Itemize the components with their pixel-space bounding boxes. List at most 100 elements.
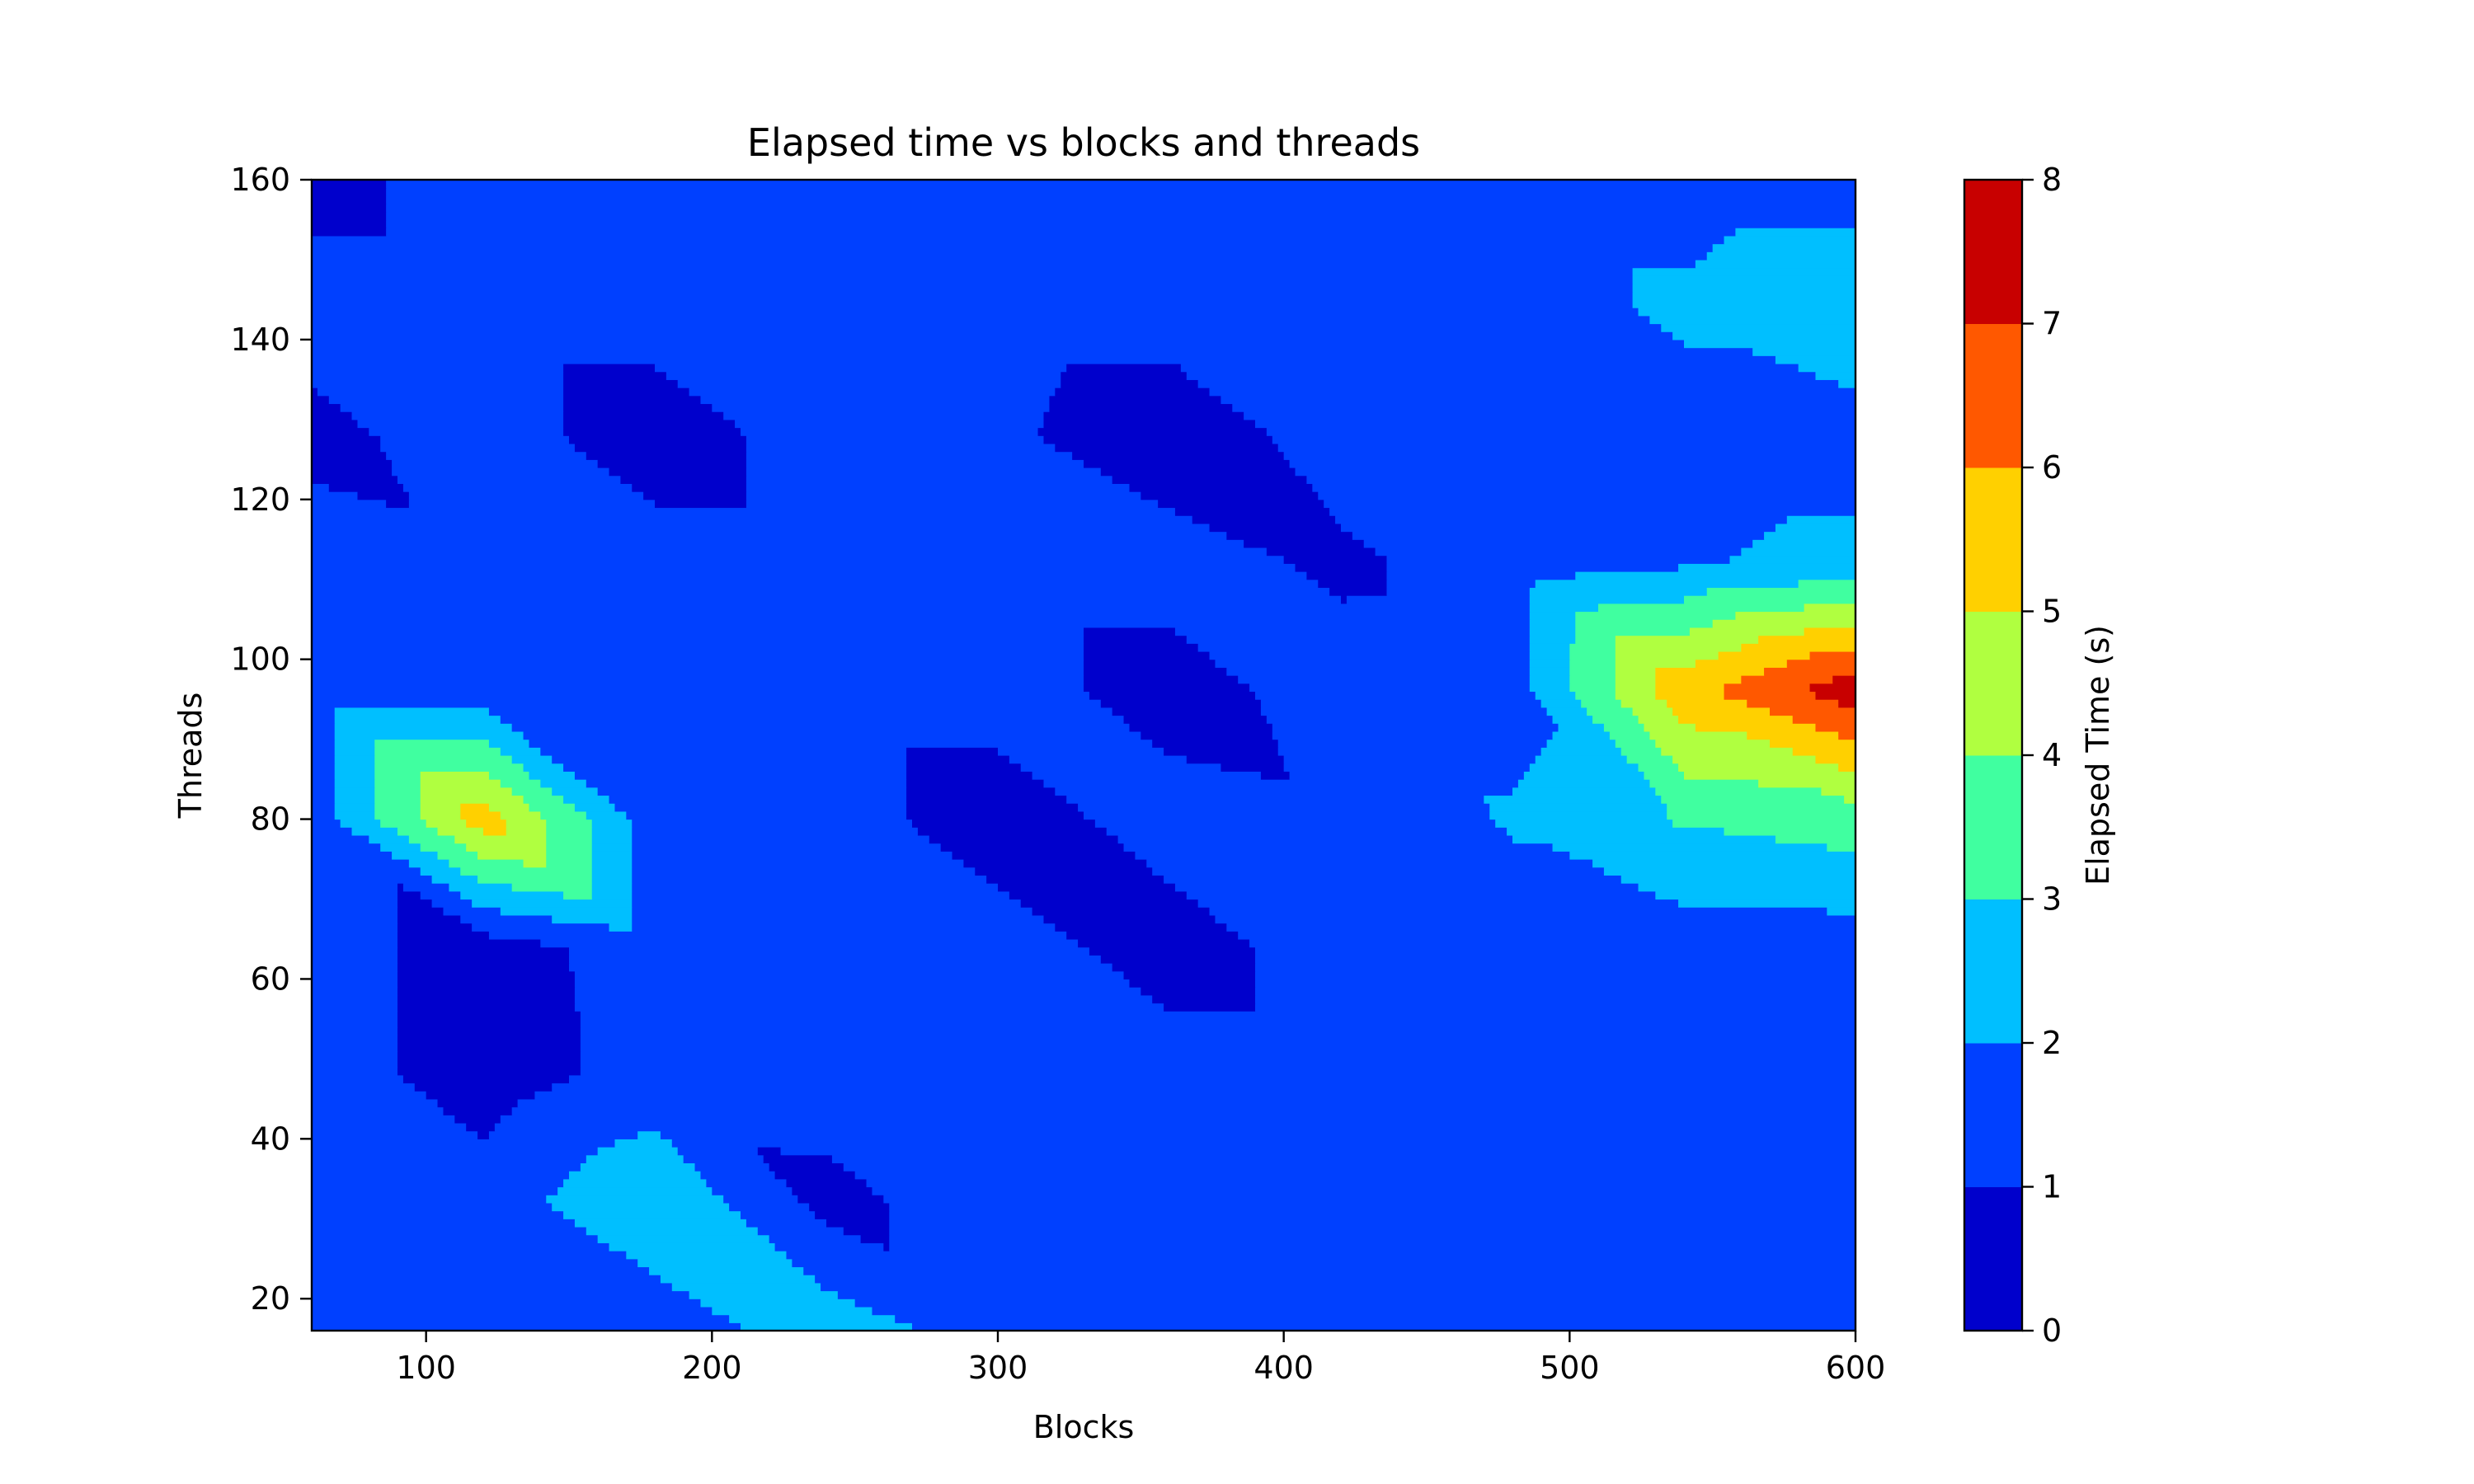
contour-cell	[1244, 539, 1365, 548]
contour-cell	[1775, 355, 1856, 364]
contour-cell	[574, 771, 907, 780]
contour-cell	[940, 843, 1125, 852]
contour-cell	[1066, 931, 1239, 940]
contour-cell	[580, 1026, 1856, 1036]
contour-cell	[1043, 914, 1216, 924]
contour-cell	[334, 810, 375, 820]
contour-cell	[906, 771, 1033, 780]
contour-cell	[580, 1043, 1856, 1052]
contour-cell	[312, 419, 359, 429]
contour-cell	[312, 627, 1084, 636]
contour-cell	[312, 667, 1084, 676]
contour-cell	[700, 395, 1050, 405]
contour-cell	[340, 819, 381, 828]
contour-cell	[609, 1242, 776, 1252]
x-tick-label: 600	[1826, 1350, 1886, 1386]
contour-cell	[312, 451, 387, 460]
contour-cell	[312, 819, 341, 828]
contour-cell	[1078, 803, 1490, 812]
contour-cell	[723, 1195, 798, 1204]
contour-cell	[426, 819, 467, 828]
contour-cell	[1615, 739, 1656, 748]
contour-cell	[386, 228, 1736, 237]
contour-cell	[906, 810, 1084, 820]
contour-cell	[632, 843, 942, 852]
contour-cell	[529, 803, 576, 812]
contour-cell	[454, 1115, 501, 1124]
contour-cell	[523, 859, 547, 868]
contour-cell	[312, 1219, 576, 1228]
contour-cell	[357, 419, 564, 429]
contour-cell	[660, 1130, 1856, 1139]
contour-cell	[334, 779, 375, 788]
contour-cell	[1152, 994, 1256, 1004]
contour-cell	[312, 1234, 599, 1243]
contour-cell	[397, 931, 490, 940]
contour-cell	[312, 619, 1531, 628]
contour-cell	[1386, 579, 1536, 589]
contour-cell	[614, 1139, 673, 1148]
contour-cell	[591, 827, 633, 836]
contour-cell	[1174, 883, 1639, 892]
colorbar-frame	[1963, 178, 2024, 1332]
contour-cell	[1678, 563, 1856, 572]
contour-cell	[569, 955, 1102, 964]
contour-cell	[312, 1306, 713, 1316]
contour-cell	[1724, 683, 1811, 693]
contour-cell	[563, 379, 679, 388]
contour-cell	[312, 355, 1776, 364]
colorbar-label: Elapsed Time (s)	[2080, 625, 2116, 885]
contour-cell	[369, 427, 564, 436]
contour-cell	[397, 955, 570, 964]
contour-cell	[1197, 643, 1531, 652]
contour-cell	[386, 180, 1856, 189]
contour-cell	[786, 1178, 868, 1188]
contour-cell	[745, 443, 1056, 453]
contour-cell	[689, 387, 1056, 397]
contour-cell	[1689, 627, 1805, 636]
contour-cell	[1089, 946, 1256, 956]
contour-cell	[312, 1050, 398, 1059]
contour-cell	[1238, 675, 1531, 684]
contour-cell	[312, 531, 1227, 540]
contour-cell	[374, 771, 421, 780]
contour-cell	[1535, 691, 1576, 700]
contour-cell	[1620, 699, 1667, 708]
contour-cell	[1043, 779, 1519, 788]
contour-cell	[340, 403, 564, 412]
contour-cell	[397, 883, 404, 892]
contour-cell	[1489, 803, 1667, 812]
contour-cell	[745, 499, 1159, 509]
contour-cell	[1180, 363, 1799, 373]
contour-cell	[420, 890, 461, 900]
contour-cell	[1529, 650, 1570, 660]
contour-cell	[449, 859, 524, 868]
colorbar-tick-label: 2	[2042, 1025, 2062, 1061]
contour-cell	[1209, 907, 1827, 916]
contour-cell	[334, 707, 490, 716]
contour-cell	[1827, 907, 1856, 916]
contour-cell	[1484, 795, 1662, 804]
contour-cell	[1649, 730, 1747, 740]
contour-cell	[1724, 235, 1856, 245]
contour-cell	[1603, 866, 1856, 876]
contour-cell	[860, 1234, 890, 1243]
contour-cell	[312, 195, 387, 204]
contour-cell	[632, 866, 976, 876]
contour-cell	[1112, 963, 1256, 972]
contour-cell	[397, 946, 570, 956]
contour-cell	[312, 1122, 467, 1132]
contour-cell	[460, 810, 501, 820]
contour-cell	[1061, 379, 1199, 388]
contour-cell	[397, 1011, 581, 1020]
contour-cell	[741, 1322, 913, 1331]
colorbar-band	[1964, 755, 2022, 899]
contour-cell	[683, 1154, 764, 1164]
contour-cell	[397, 1050, 581, 1059]
contour-cell	[591, 875, 633, 884]
contour-cell	[745, 435, 1045, 444]
contour-cell	[334, 763, 375, 772]
contour-cell	[312, 555, 1285, 564]
contour-cell	[1238, 931, 1856, 940]
contour-cell	[1084, 635, 1188, 644]
